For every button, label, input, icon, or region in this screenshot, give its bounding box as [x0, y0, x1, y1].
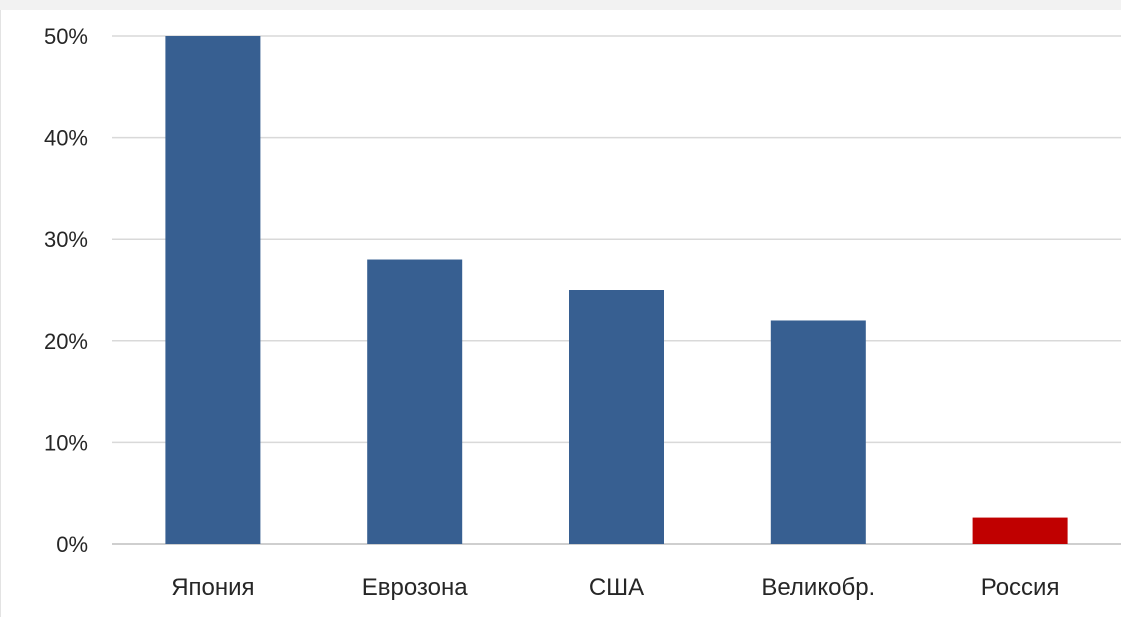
y-tick-label: 40% — [44, 126, 88, 151]
bar-1 — [367, 260, 462, 544]
x-category-label: США — [589, 574, 644, 601]
bar-2 — [569, 290, 664, 544]
bars — [165, 36, 1067, 544]
bar-3 — [771, 320, 866, 544]
x-axis-labels: Япония Еврозона США Великобр. Россия — [171, 574, 1059, 601]
x-category-label: Япония — [171, 574, 254, 601]
y-axis-ticks: 0% 10% 20% 30% 40% 50% — [44, 24, 88, 557]
bar-0 — [165, 36, 260, 544]
bar-4 — [973, 518, 1068, 544]
x-category-label: Еврозона — [362, 574, 469, 601]
y-tick-label: 10% — [44, 430, 88, 455]
y-tick-label: 30% — [44, 227, 88, 252]
y-tick-label: 20% — [44, 329, 88, 354]
y-tick-label: 0% — [56, 532, 88, 557]
x-category-label: Россия — [981, 574, 1060, 601]
x-category-label: Великобр. — [761, 574, 875, 601]
y-tick-label: 50% — [44, 24, 88, 49]
